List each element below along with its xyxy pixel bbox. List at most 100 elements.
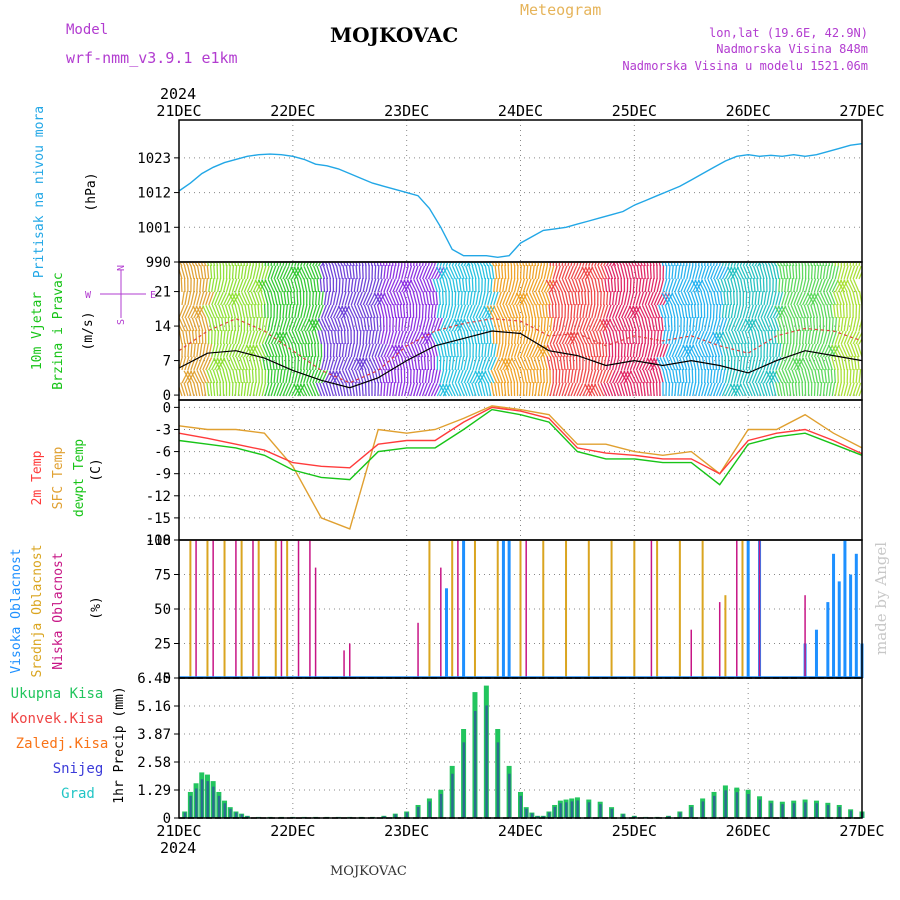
wind-barb (199, 356, 206, 371)
wind-barb (412, 382, 419, 397)
wind-barb (667, 316, 670, 332)
precip-bar-inner (246, 816, 249, 818)
wind-barb (338, 291, 344, 306)
wind-barb (198, 305, 207, 319)
wind-barb (664, 304, 670, 319)
wind-barb (597, 383, 605, 397)
wind-barb (816, 265, 820, 280)
wind-barb (343, 329, 346, 345)
wind-barb (582, 304, 586, 319)
wind-barb (219, 357, 228, 371)
wind-barb (825, 265, 830, 280)
wind-barb (424, 303, 428, 319)
wind-barb (794, 369, 801, 384)
wind-barb (208, 291, 215, 306)
wind-barb (209, 264, 213, 280)
wind-barb (767, 330, 771, 345)
wind-barb (533, 369, 537, 384)
wind-barb (241, 369, 246, 384)
wind-barb (249, 382, 254, 397)
wind-barb (597, 278, 602, 293)
wind-barb (280, 278, 287, 293)
wind-barb (392, 265, 396, 280)
wind-barb (739, 318, 747, 332)
wind-barb (857, 355, 860, 371)
wind-barb (364, 262, 367, 267)
wind-barb (591, 355, 594, 371)
wind-barb (237, 262, 240, 267)
wind-barb (638, 278, 642, 293)
wind-barb (453, 343, 456, 358)
cloud-bar-low (804, 595, 806, 678)
wind-barb (371, 369, 376, 384)
wind-barb (329, 265, 335, 280)
wind-barb (790, 291, 797, 306)
wind-barb (834, 316, 838, 332)
wind-barb (332, 265, 338, 280)
wind-barb (252, 330, 259, 345)
wind-barb (484, 277, 487, 293)
cloud-bar-mid (451, 540, 454, 678)
wind-barb (740, 343, 744, 358)
wind-barb (765, 370, 774, 384)
wind-barb (472, 291, 476, 306)
wind-barb (827, 369, 831, 384)
wind-barb (394, 344, 403, 358)
wind-barb (837, 265, 843, 280)
wind-barb (554, 303, 557, 319)
wind-barb (204, 317, 210, 332)
wind-barb (435, 266, 444, 280)
wind-barb (764, 330, 768, 345)
wind-barb (643, 265, 646, 280)
wind-barb (791, 262, 795, 267)
top-tick-label: 26DEC (726, 102, 771, 120)
wind-barb (297, 317, 304, 332)
wind-barb (712, 331, 721, 345)
wind-barb (457, 304, 463, 319)
wind-barb (454, 262, 458, 267)
wind-barb (727, 383, 736, 397)
wind-barb (358, 264, 361, 280)
wind-barb (709, 382, 716, 397)
wind-barb (618, 330, 623, 345)
wind-barb (626, 305, 635, 319)
wind-barb (225, 278, 231, 293)
wind-barb (798, 329, 802, 345)
wind-barb (237, 265, 241, 280)
precip-bar-inner (485, 705, 488, 818)
wind-barb (494, 265, 498, 280)
y-tick-label: 25 (154, 637, 171, 653)
wind-barb (463, 356, 468, 371)
wind-barb (508, 291, 515, 306)
precip-bar-inner (576, 800, 579, 818)
wind-barb (831, 382, 836, 397)
wind-barb (718, 262, 722, 267)
wind-barb (573, 317, 579, 332)
wind-barb (350, 304, 358, 319)
wind-barb (353, 278, 357, 293)
wind-barb (445, 383, 453, 397)
compass-north: N (116, 265, 127, 271)
wind-barb (522, 264, 526, 280)
wind-barb (644, 278, 648, 293)
wind-barb (762, 277, 765, 293)
wind-barb (855, 291, 860, 306)
y-tick-label: 0 (163, 400, 171, 416)
wind-barb (185, 262, 189, 267)
wind-barb (785, 382, 789, 397)
wind-barb (288, 369, 293, 384)
wind-barb (769, 305, 777, 319)
wind-barb (594, 356, 597, 371)
wind-barb (343, 317, 349, 332)
wind-barb (566, 356, 569, 371)
wind-barb (205, 343, 210, 358)
wind-barb (303, 265, 311, 280)
wind-barb (790, 343, 795, 358)
wind-barb (615, 317, 623, 332)
wind-barb (837, 356, 842, 371)
wind-barb (625, 330, 629, 345)
wind-barb (199, 369, 207, 384)
wind-barb (656, 330, 660, 345)
wind-barb (623, 291, 628, 306)
wind-barb (365, 329, 369, 345)
